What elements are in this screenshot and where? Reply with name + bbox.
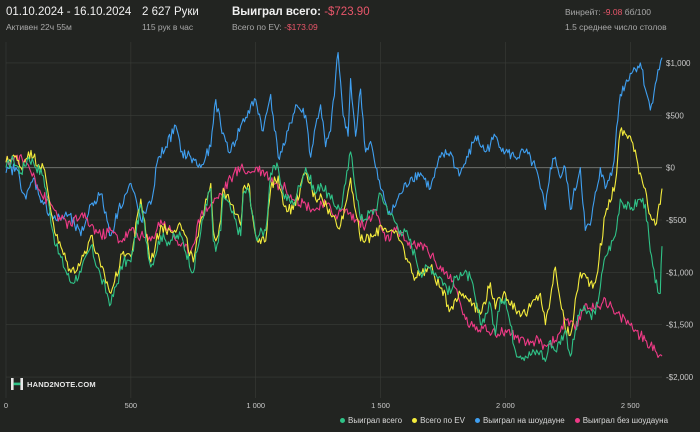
x-tick-label: 1 500 <box>371 401 390 410</box>
won-total-summary: Выиграл всего: -$723.90 <box>232 6 370 18</box>
x-tick-label: 2 000 <box>496 401 515 410</box>
won-total-value: -$723.90 <box>324 6 370 18</box>
legend-dot-ev <box>412 418 418 423</box>
legend-dot-won-total <box>340 418 345 423</box>
series-line-won-total <box>5 151 663 362</box>
winrate: Винрейт: -9.08 бб/100 <box>565 7 651 17</box>
ev-value: -$173.09 <box>284 22 318 32</box>
legend-item-ev[interactable]: Всего по EV <box>412 416 465 425</box>
chart-series <box>5 51 663 362</box>
ev-summary: Всего по EV: -$173.09 <box>232 22 318 32</box>
winrate-unit: бб/100 <box>624 7 651 17</box>
x-tick-label: 500 <box>125 401 138 410</box>
hand2note-logo-icon <box>11 378 23 390</box>
hands-per-hour: 115 рук в час <box>142 22 194 32</box>
date-range: 01.10.2024 - 16.10.2024 <box>6 6 132 18</box>
y-tick-label: -$2,000 <box>666 373 694 382</box>
chart-ticks: $1,000 $500 $0 -$500 -$1,000 -$1,500 -$2,000 0 5… <box>4 59 694 410</box>
legend-item-non-showdown[interactable]: Выиграл без шоудауна <box>574 416 669 425</box>
series-line-ev <box>5 127 663 337</box>
legend-label-non-showdown: Выиграл без шоудауна <box>582 416 669 425</box>
won-total-label: Выиграл всего: <box>232 6 321 18</box>
legend-label-won-total: Выиграл всего <box>348 416 403 425</box>
series-line-non-showdown <box>5 154 663 359</box>
winrate-label: Винрейт: <box>565 7 601 17</box>
legend-label-ev: Всего по EV <box>420 416 465 425</box>
legend-dot-showdown <box>474 418 480 423</box>
hand2note-logo: HAND2NOTE.COM <box>11 378 96 390</box>
legend-label-showdown: Выиграл на шоудауне <box>482 416 565 425</box>
ev-label: Всего по EV: <box>232 22 282 32</box>
legend-dot-non-showdown <box>574 418 580 423</box>
hand2note-logo-text: HAND2NOTE.COM <box>27 379 96 389</box>
chart-legend: Выиграл всего Всего по EV Выиграл на шоу… <box>340 416 668 425</box>
y-tick-label: -$1,500 <box>666 321 694 330</box>
legend-item-showdown[interactable]: Выиграл на шоудауне <box>474 416 565 425</box>
y-tick-label: $1,000 <box>666 59 691 68</box>
y-tick-label: $500 <box>666 111 684 120</box>
y-tick-label: $0 <box>666 164 675 173</box>
x-tick-label: 0 <box>4 401 8 410</box>
hands-count: 2 627 Руки <box>142 6 199 18</box>
y-tick-label: -$1,000 <box>666 268 694 277</box>
y-tick-label: -$500 <box>666 216 687 225</box>
x-tick-label: 2 500 <box>621 401 640 410</box>
series-line-showdown <box>5 51 663 237</box>
winrate-value: -9.08 <box>602 7 623 17</box>
legend-item-won-total[interactable]: Выиграл всего <box>340 416 402 425</box>
x-tick-label: 1 000 <box>246 401 265 410</box>
active-time: Активен 22ч 55м <box>6 22 72 32</box>
avg-tables: 1.5 среднее число столов <box>565 22 667 32</box>
